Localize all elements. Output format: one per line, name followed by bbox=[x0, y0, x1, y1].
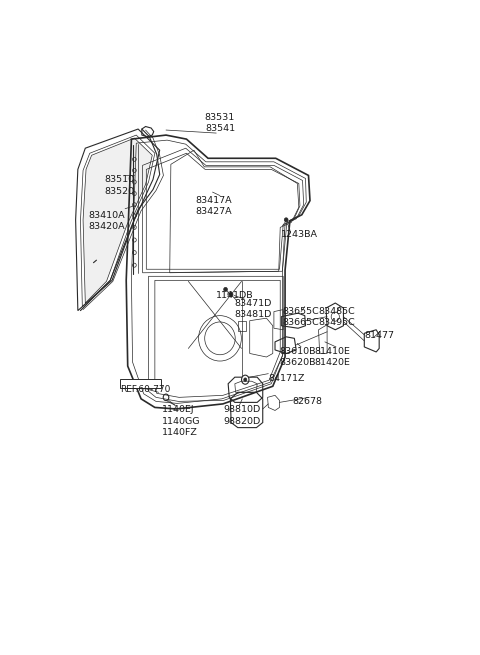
Polygon shape bbox=[83, 138, 152, 303]
Text: 83417A
83427A: 83417A 83427A bbox=[196, 196, 232, 215]
Text: 83655C
83665C: 83655C 83665C bbox=[282, 307, 319, 327]
Ellipse shape bbox=[244, 378, 247, 381]
Ellipse shape bbox=[229, 292, 233, 297]
Text: 81410E
81420E: 81410E 81420E bbox=[315, 347, 351, 367]
Text: REF.60-770: REF.60-770 bbox=[120, 385, 170, 394]
Text: 83471D
83481D: 83471D 83481D bbox=[234, 299, 272, 319]
Text: 1140EJ
1140GG
1140FZ: 1140EJ 1140GG 1140FZ bbox=[162, 405, 201, 437]
Ellipse shape bbox=[284, 218, 288, 222]
Text: 83531
83541: 83531 83541 bbox=[205, 113, 235, 133]
Text: 83485C
83495C: 83485C 83495C bbox=[319, 307, 355, 327]
Text: 1141DB: 1141DB bbox=[216, 291, 254, 301]
Text: 83510
83520: 83510 83520 bbox=[104, 176, 134, 196]
Text: 98810D
98820D: 98810D 98820D bbox=[223, 405, 260, 426]
Text: 84171Z: 84171Z bbox=[268, 373, 305, 383]
Text: 81477: 81477 bbox=[364, 331, 394, 340]
Text: 83610B
83620B: 83610B 83620B bbox=[279, 347, 316, 367]
FancyBboxPatch shape bbox=[120, 379, 161, 388]
Text: 1243BA: 1243BA bbox=[281, 230, 318, 239]
Ellipse shape bbox=[241, 375, 249, 384]
Ellipse shape bbox=[224, 288, 228, 291]
Text: 83410A
83420A: 83410A 83420A bbox=[88, 211, 124, 231]
Text: 82678: 82678 bbox=[292, 398, 323, 406]
